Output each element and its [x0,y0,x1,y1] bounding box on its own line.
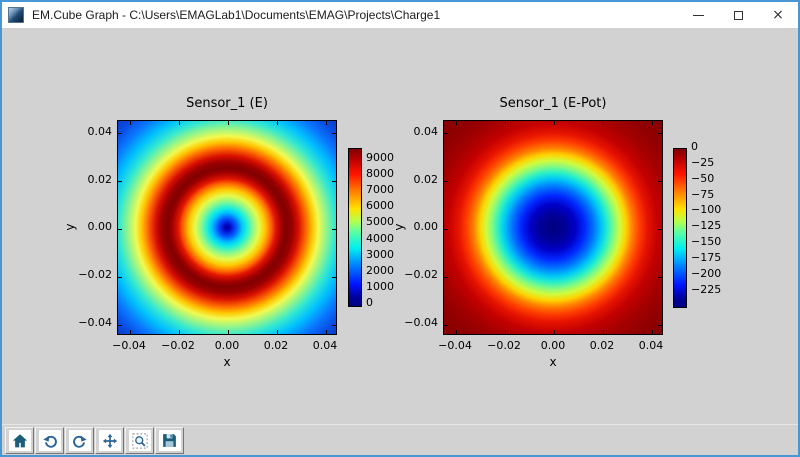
plot2-colorbar [673,148,687,308]
plot2-colorbar-tick: −75 [691,188,715,201]
plot2-xlabel: x [549,355,557,369]
plot1-xlabel: x [223,355,231,369]
plot1-colorbar-tick: 1000 [366,280,394,293]
plot1-ytick: −0.02 [78,268,112,281]
forward-button[interactable] [65,427,94,454]
zoom-button[interactable] [125,427,154,454]
plot1-xtick: −0.04 [112,339,146,352]
plot1-xtick: 0.04 [312,339,338,352]
back-button[interactable] [35,427,64,454]
plot2-axes[interactable] [443,120,663,335]
close-icon: × [772,7,784,23]
forward-arrow-icon [68,430,91,451]
plot1-ytick: 0.02 [87,173,113,186]
close-button[interactable]: × [758,2,798,28]
plot1-ytick: 0.00 [87,220,113,233]
plot2-xtick: −0.04 [438,339,472,352]
plot1-colorbar-tick: 8000 [366,167,394,180]
plot1-colorbar-tick: 7000 [366,183,394,196]
plot2-xtick: 0.04 [638,339,664,352]
plot1-colorbar-tick: 0 [366,296,373,309]
plot2-colorbar-tick: −125 [691,219,722,232]
plot2-colorbar-tick: −175 [691,251,722,264]
plot1-ytick: −0.04 [78,316,112,329]
home-icon [8,430,31,451]
plot2-colorbar-tick: −50 [691,172,715,185]
maximize-button[interactable] [718,2,758,28]
pan-button[interactable] [95,427,124,454]
plot1-colorbar-tick: 9000 [366,151,394,164]
figure-canvas: Sensor_1 (E) y x −0.04 −0.02 0.00 0.02 0… [2,28,798,455]
plot1-ytick: 0.04 [87,125,113,138]
home-button[interactable] [5,427,34,454]
plot2-colorbar-tick: −200 [691,267,722,280]
plot2-xtick: 0.00 [540,339,566,352]
navigation-toolbar [2,424,798,455]
save-floppy-icon [158,430,181,451]
plot1-colorbar-tick: 5000 [366,215,394,228]
plot2-heatmap-image [444,121,662,334]
window-controls: × [678,2,798,28]
pan-move-icon [98,430,121,451]
plot2-colorbar-tick: 0 [691,140,698,153]
plot2-colorbar-tick: −100 [691,203,722,216]
save-button[interactable] [155,427,184,454]
minimize-icon [692,14,704,16]
plot1-xtick: 0.00 [214,339,240,352]
plot2-colorbar-tick: −150 [691,235,722,248]
plot1-colorbar-tick: 3000 [366,248,394,261]
minimize-button[interactable] [678,2,718,28]
plot1-colorbar-tick: 4000 [366,232,394,245]
plot1-title: Sensor_1 (E) [186,96,268,111]
plot2-xtick: −0.02 [487,339,521,352]
plot2-title: Sensor_1 (E-Pot) [499,96,607,111]
plot1-colorbar [348,148,362,307]
plot1-heatmap-image [118,121,336,334]
plot1-axes[interactable] [117,120,337,335]
plot2-ytick: 0.02 [413,173,439,186]
plot2-xtick: 0.02 [589,339,615,352]
app-icon [8,7,24,23]
plot2-colorbar-tick: −25 [691,156,715,169]
titlebar[interactable]: EM.Cube Graph - C:\Users\EMAGLab1\Docume… [2,2,798,28]
plot1-colorbar-tick: 2000 [366,264,394,277]
back-arrow-icon [38,430,61,451]
plot1-xtick: 0.02 [263,339,289,352]
plot2-ytick: 0.04 [413,125,439,138]
maximize-icon [733,10,743,20]
window-title: EM.Cube Graph - C:\Users\EMAGLab1\Docume… [32,8,441,22]
plot2-ytick: −0.04 [404,316,438,329]
plot2-ytick: −0.02 [404,268,438,281]
plot2-colorbar-tick: −225 [691,283,722,296]
plot1-xtick: −0.02 [161,339,195,352]
plot2-ytick: 0.00 [413,220,439,233]
zoom-rect-icon [128,430,151,451]
plot1-colorbar-tick: 6000 [366,199,394,212]
